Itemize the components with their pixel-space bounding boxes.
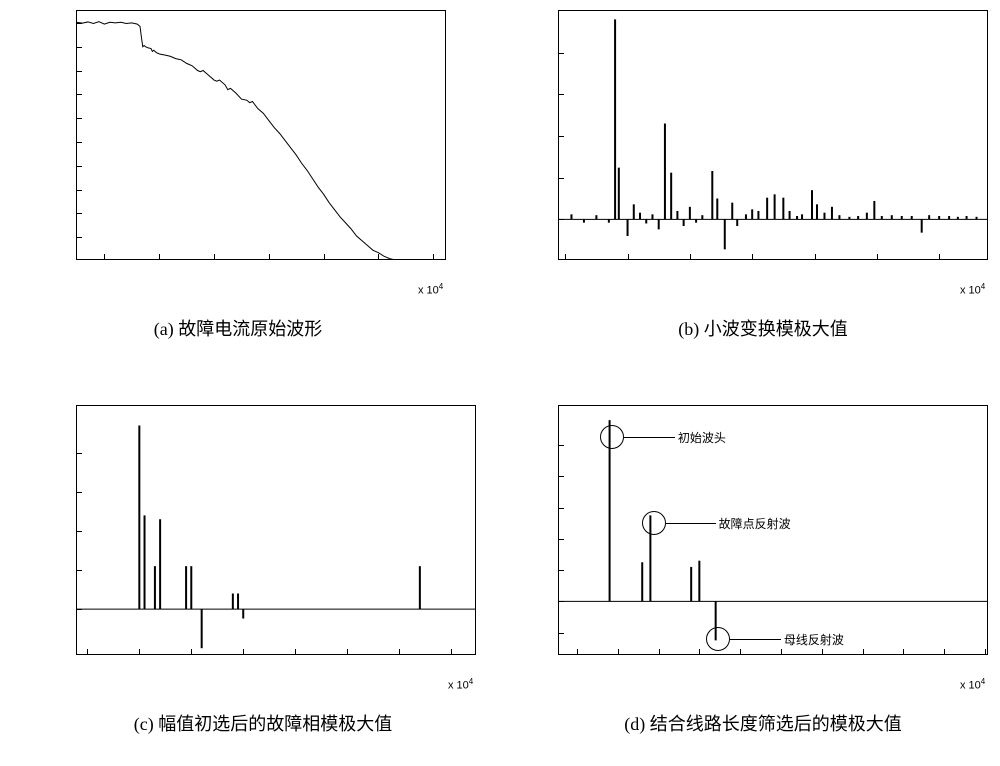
plot-b-stems	[559, 11, 988, 260]
plot-b-box: -0.500.511.52 1.3851.391.3951.41.4051.41…	[558, 10, 988, 260]
annotation-label: 初始波头	[678, 429, 726, 446]
plot-a-box: 0-2-4-6-8-10-12-14-16-18-20 1.381.41.421…	[76, 10, 446, 260]
panel-b: -0.500.511.52 1.3851.391.3951.41.4051.41…	[528, 10, 1000, 260]
plot-d-exponent: x 104	[960, 677, 985, 692]
plot-a-exponent: x 104	[418, 282, 443, 297]
plot-c-box: 00.511.52 1.381.391.41.411.421.431.441.4…	[76, 405, 476, 655]
caption-c: (c) 幅值初选后的故障相模极大值	[30, 710, 496, 736]
plot-d-box: 初始波头故障点反射波母线反射波 -0.200.20.40.60.81 1.385…	[558, 405, 988, 655]
plot-c-stems	[77, 406, 476, 655]
caption-a: (a) 故障电流原始波形	[20, 315, 456, 341]
annotation-leader	[730, 639, 781, 640]
annotation-leader	[624, 437, 675, 438]
annotation-leader	[666, 523, 715, 524]
plot-b-exponent: x 104	[960, 282, 985, 297]
annotation-label: 故障点反射波	[719, 515, 791, 532]
panel-a: 0-2-4-6-8-10-12-14-16-18-20 1.381.41.421…	[40, 10, 476, 260]
plot-a-line	[77, 11, 446, 260]
panel-d: 初始波头故障点反射波母线反射波 -0.200.20.40.60.81 1.385…	[528, 405, 1000, 655]
caption-d: (d) 结合线路长度筛选后的模极大值	[518, 710, 1000, 736]
panel-c: 00.511.52 1.381.391.41.411.421.431.441.4…	[40, 405, 506, 655]
plot-c-exponent: x 104	[448, 677, 473, 692]
annotation-circle	[706, 627, 730, 651]
caption-b: (b) 小波变换模极大值	[518, 315, 1000, 341]
annotation-label: 母线反射波	[784, 631, 844, 648]
